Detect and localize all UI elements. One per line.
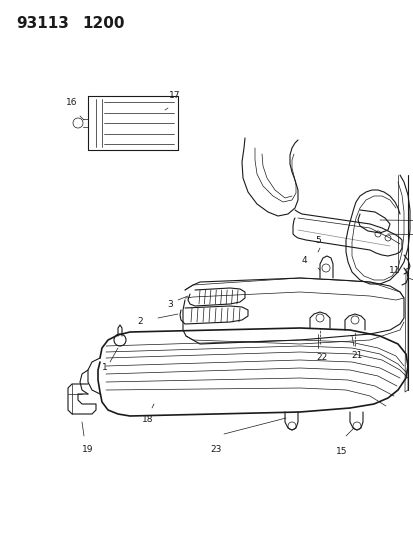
Text: 1: 1 bbox=[102, 364, 108, 373]
Text: 23: 23 bbox=[210, 446, 221, 455]
Text: 93113: 93113 bbox=[16, 16, 69, 31]
Text: 16: 16 bbox=[66, 98, 78, 107]
Text: 3: 3 bbox=[167, 300, 173, 309]
Text: 1200: 1200 bbox=[82, 16, 124, 31]
Text: 4: 4 bbox=[301, 255, 306, 264]
Text: 11: 11 bbox=[388, 265, 400, 274]
Text: 21: 21 bbox=[351, 351, 362, 360]
Text: 18: 18 bbox=[142, 416, 153, 424]
Text: 22: 22 bbox=[316, 353, 327, 362]
Text: 19: 19 bbox=[82, 446, 93, 455]
Text: 15: 15 bbox=[335, 448, 347, 456]
Text: 2: 2 bbox=[137, 318, 142, 327]
Text: 17: 17 bbox=[169, 91, 180, 100]
Text: 5: 5 bbox=[314, 236, 320, 245]
